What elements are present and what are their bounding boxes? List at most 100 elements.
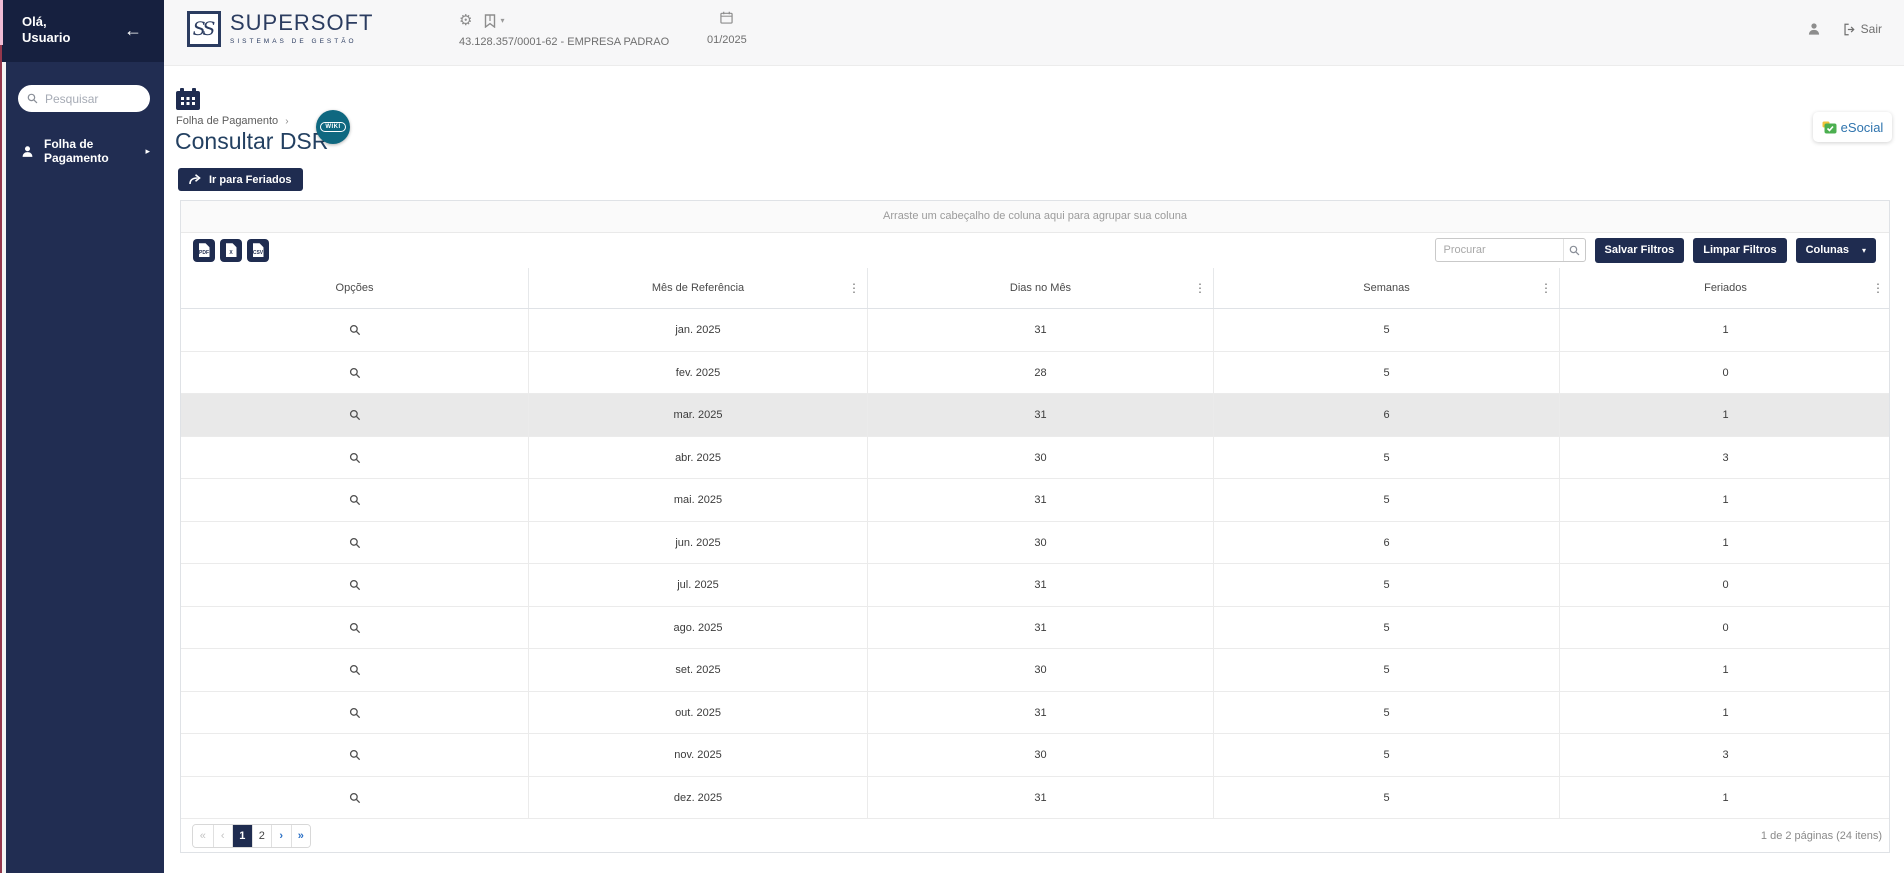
cell-days: 28 [868,351,1214,394]
breadcrumb[interactable]: Folha de Pagamento › [176,115,289,127]
pdf-export-icon[interactable]: PDF [193,238,215,262]
row-search-icon[interactable] [349,664,361,676]
column-menu-icon[interactable]: ⋮ [848,281,860,296]
bookmark-icon[interactable] [484,13,496,28]
pager: « ‹ 1 2 › » [192,823,311,848]
column-header-semanas[interactable]: Semanas ⋮ [1214,268,1560,309]
dsr-table: Arraste um cabeçalho de coluna aqui para… [180,200,1890,853]
cell-month: set. 2025 [529,649,868,691]
logout-icon [1844,23,1855,35]
cell-opcoes [181,564,529,606]
row-search-icon[interactable] [349,324,361,336]
cell-holidays: 3 [1722,749,1729,762]
cell-holidays: 1 [1722,664,1729,677]
page-title: Consultar DSR [175,128,329,154]
row-search-icon[interactable] [349,452,361,464]
caret-down-icon: ▾ [1861,245,1866,255]
next-page-icon[interactable]: › [271,824,291,847]
prev-page-icon[interactable]: ‹ [212,824,232,847]
period-selector[interactable]: 01/2025 [707,11,747,46]
sidebar-header: Olá, Usuario ← [0,0,164,62]
group-by-panel[interactable]: Arraste um cabeçalho de coluna aqui para… [181,201,1889,233]
table-header-row: Opções Mês de Referência ⋮ Dias no Mês ⋮… [181,268,1889,310]
sidebar-item-folha-de-pagamento[interactable]: Folha de Pagamento ▸ [0,137,164,165]
cell-month: fev. 2025 [529,351,868,394]
table-row: mar. 2025 31 6 1 [181,394,1889,437]
esocial-label: eSocial [1840,119,1884,135]
last-page-icon[interactable]: » [290,824,310,847]
cell-month: ago. 2025 [529,606,868,649]
cell-month: mai. 2025 [529,479,868,521]
row-search-icon[interactable] [349,707,361,719]
sidebar-search-input[interactable]: Pesquisar [18,85,150,112]
cell-holidays: 1 [1722,536,1729,549]
cell-opcoes [181,606,529,649]
page-button-2[interactable]: 2 [251,824,271,847]
greeting: Olá, Usuario [22,14,71,45]
cell-weeks: 5 [1214,309,1560,351]
row-search-icon[interactable] [349,409,361,421]
column-menu-icon[interactable]: ⋮ [1194,281,1206,296]
cell-month: jul. 2025 [529,564,868,606]
row-search-icon[interactable] [349,367,361,379]
chevron-right-icon: ▸ [145,145,150,156]
row-search-icon[interactable] [349,537,361,549]
sidebar: Olá, Usuario ← Pesquisar Folha de Pagame… [0,0,164,873]
page-button-1[interactable]: 1 [232,824,252,847]
logout-label: Sair [1860,22,1882,36]
cell-days: 30 [868,649,1214,691]
save-filters-button[interactable]: Salvar Filtros [1594,237,1685,263]
column-header-opcoes[interactable]: Opções [181,268,529,309]
gear-icon[interactable]: ⚙ [459,12,473,29]
cell-holidays: 0 [1722,579,1729,592]
clear-filters-button[interactable]: Limpar Filtros [1693,237,1787,263]
logo-name: SUPERSOFT [230,10,374,35]
csv-export-icon[interactable]: CSV [247,238,269,262]
cell-month: nov. 2025 [529,734,868,776]
cell-days: 30 [868,734,1214,776]
pagination-bar: « ‹ 1 2 › » 1 de 2 páginas (24 itens) [181,819,1889,852]
cell-opcoes [181,649,529,691]
cell-opcoes [181,479,529,521]
screen-edge-artifact [2,62,6,873]
row-search-icon[interactable] [349,579,361,591]
cell-days: 31 [868,479,1214,521]
supersoft-logo: SS SUPERSOFT SISTEMAS DE GESTÃO [187,11,373,47]
caret-down-icon[interactable]: ▾ [500,16,505,25]
sidebar-collapse-icon[interactable]: ← [124,20,142,40]
column-header-mes-de-referencia[interactable]: Mês de Referência ⋮ [529,268,868,309]
cell-opcoes [181,436,529,479]
column-header-dias-no-mes[interactable]: Dias no Mês ⋮ [868,268,1214,309]
xls-export-icon[interactable]: X [220,238,242,262]
row-search-icon[interactable] [349,622,361,634]
column-menu-icon[interactable]: ⋮ [1540,281,1552,296]
cell-weeks: 5 [1214,649,1560,691]
user-icon[interactable] [1807,22,1821,36]
cell-month: mar. 2025 [529,394,868,436]
column-header-feriados[interactable]: Feriados ⋮ [1704,281,1884,296]
cell-month: out. 2025 [529,691,868,734]
cell-weeks: 5 [1214,436,1560,479]
row-search-icon[interactable] [349,749,361,761]
row-search-icon[interactable] [349,792,361,804]
screen-edge-artifact [0,45,2,873]
table-row: set. 2025 30 5 1 [181,649,1889,692]
esocial-badge[interactable]: eSocial [1813,112,1892,142]
company-identifier[interactable]: 43.128.357/0001-62 - EMPRESA PADRAO [459,36,670,48]
row-search-icon[interactable] [349,494,361,506]
table-search-input[interactable] [1435,244,1563,257]
table-search-box [1434,238,1586,263]
logout-button[interactable]: Sair [1843,22,1882,36]
cell-opcoes [181,691,529,734]
go-to-feriados-button[interactable]: Ir para Feriados [178,168,303,191]
first-page-icon[interactable]: « [193,824,213,847]
search-icon[interactable] [1562,239,1585,262]
esocial-icon [1822,121,1837,133]
table-row: out. 2025 31 5 1 [181,691,1889,735]
columns-dropdown-button[interactable]: Colunas ▾ [1795,237,1876,263]
cell-weeks: 5 [1214,734,1560,776]
table-toolbar: PDF X CSV Salvar Filtros Limpar Filtros … [181,233,1889,268]
column-menu-icon[interactable]: ⋮ [1872,281,1884,296]
cell-opcoes [181,776,529,819]
wiki-badge[interactable]: WIKI [316,110,350,144]
